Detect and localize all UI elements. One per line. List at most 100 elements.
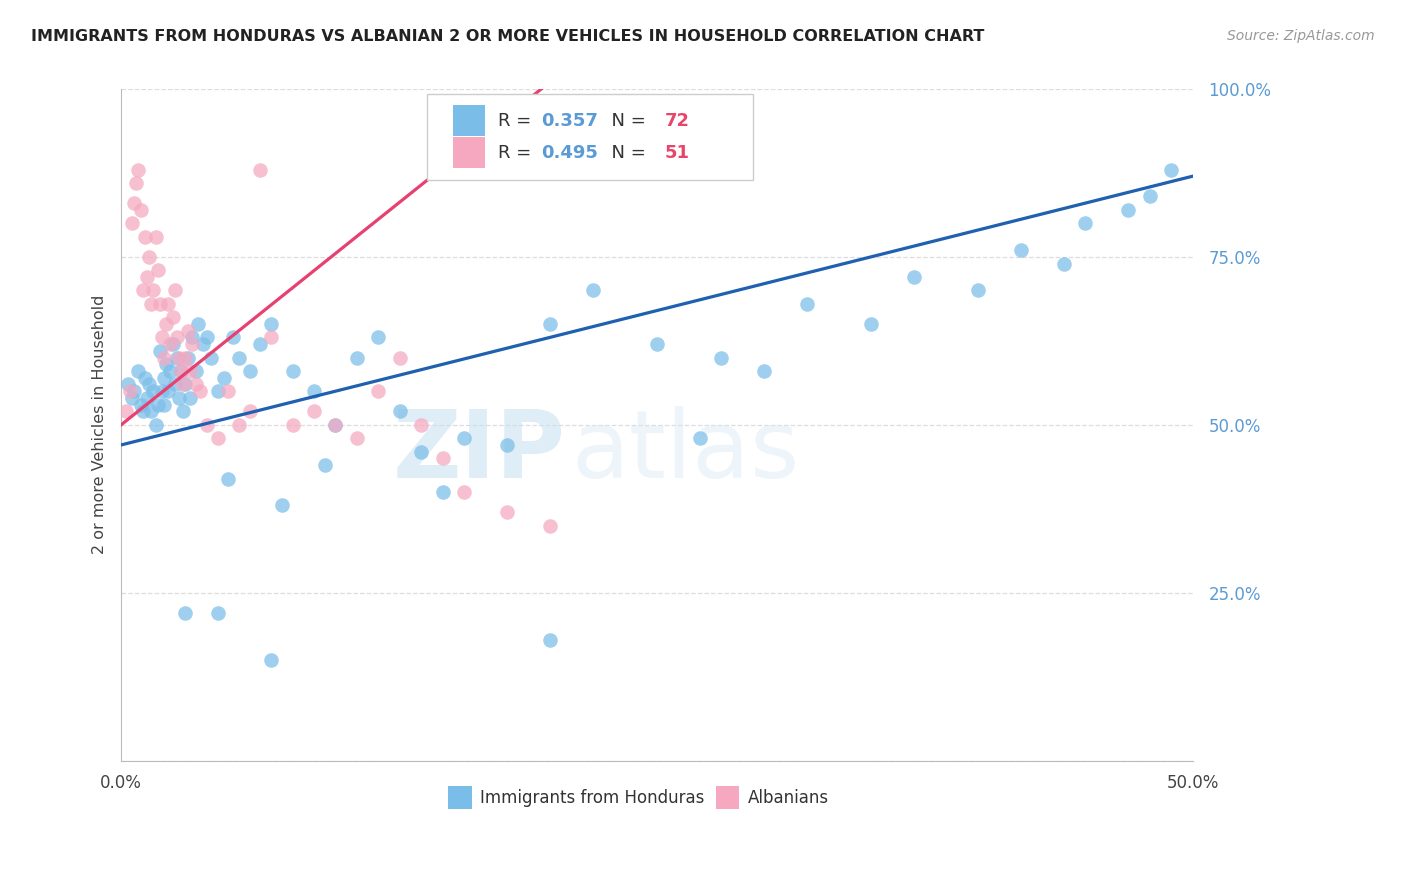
Point bbox=[150, 330, 173, 344]
Point bbox=[325, 417, 347, 432]
Point bbox=[207, 384, 229, 399]
Point bbox=[142, 384, 165, 399]
Point bbox=[157, 384, 180, 399]
Point bbox=[166, 330, 188, 344]
Point bbox=[249, 337, 271, 351]
Point bbox=[190, 384, 212, 399]
Point bbox=[162, 337, 184, 351]
Point bbox=[162, 310, 184, 325]
Point bbox=[689, 431, 711, 445]
Point bbox=[367, 384, 389, 399]
Point bbox=[388, 351, 411, 365]
Point bbox=[796, 297, 818, 311]
Point bbox=[131, 284, 153, 298]
Point bbox=[121, 216, 143, 230]
Point bbox=[1053, 256, 1076, 270]
Text: IMMIGRANTS FROM HONDURAS VS ALBANIAN 2 OR MORE VEHICLES IN HOUSEHOLD CORRELATION: IMMIGRANTS FROM HONDURAS VS ALBANIAN 2 O… bbox=[31, 29, 984, 44]
Point bbox=[903, 270, 925, 285]
Point bbox=[146, 263, 169, 277]
Point bbox=[117, 377, 139, 392]
Point bbox=[1139, 189, 1161, 203]
Text: atlas: atlas bbox=[571, 406, 800, 498]
Point bbox=[1160, 162, 1182, 177]
Point bbox=[239, 404, 262, 418]
Point bbox=[432, 485, 454, 500]
Point bbox=[127, 364, 149, 378]
Point bbox=[134, 229, 156, 244]
Text: Immigrants from Honduras: Immigrants from Honduras bbox=[479, 789, 704, 807]
Point bbox=[172, 377, 194, 392]
Point bbox=[860, 317, 883, 331]
Point bbox=[176, 324, 198, 338]
Point bbox=[127, 162, 149, 177]
Point bbox=[186, 377, 208, 392]
Point bbox=[207, 606, 229, 620]
Point bbox=[967, 284, 990, 298]
Point bbox=[181, 330, 204, 344]
Point bbox=[346, 351, 368, 365]
Point bbox=[228, 351, 250, 365]
Point bbox=[645, 337, 668, 351]
Point bbox=[129, 202, 152, 217]
Point bbox=[217, 471, 239, 485]
Bar bbox=[716, 786, 740, 809]
Point bbox=[145, 417, 167, 432]
Point bbox=[186, 364, 208, 378]
Point bbox=[141, 404, 163, 418]
Point bbox=[150, 384, 173, 399]
Point bbox=[496, 505, 519, 519]
Point bbox=[141, 297, 163, 311]
Point bbox=[581, 284, 603, 298]
Text: R =: R = bbox=[498, 112, 537, 129]
Bar bbox=[453, 137, 485, 168]
Point bbox=[172, 404, 194, 418]
Point bbox=[195, 417, 218, 432]
Text: Source: ZipAtlas.com: Source: ZipAtlas.com bbox=[1227, 29, 1375, 43]
Point bbox=[138, 377, 160, 392]
Point bbox=[174, 351, 197, 365]
Point bbox=[752, 364, 775, 378]
Point bbox=[432, 451, 454, 466]
Point bbox=[281, 364, 304, 378]
Point bbox=[710, 351, 733, 365]
Point bbox=[217, 384, 239, 399]
Y-axis label: 2 or more Vehicles in Household: 2 or more Vehicles in Household bbox=[93, 295, 107, 555]
Text: Albanians: Albanians bbox=[748, 789, 830, 807]
Point bbox=[176, 351, 198, 365]
Point bbox=[163, 284, 186, 298]
Point bbox=[170, 364, 193, 378]
Point bbox=[346, 431, 368, 445]
Point bbox=[146, 398, 169, 412]
Bar bbox=[449, 786, 471, 809]
Point bbox=[325, 417, 347, 432]
Point bbox=[114, 404, 136, 418]
Point bbox=[1010, 243, 1032, 257]
Point bbox=[388, 404, 411, 418]
Point bbox=[142, 284, 165, 298]
Point bbox=[314, 458, 336, 472]
Point bbox=[453, 485, 475, 500]
Point bbox=[181, 337, 204, 351]
Text: N =: N = bbox=[600, 144, 651, 161]
Point bbox=[271, 499, 294, 513]
Text: 51: 51 bbox=[665, 144, 689, 161]
Point bbox=[239, 364, 262, 378]
Text: ZIP: ZIP bbox=[392, 406, 565, 498]
Point bbox=[153, 351, 176, 365]
Point bbox=[134, 370, 156, 384]
Point bbox=[207, 431, 229, 445]
Text: 72: 72 bbox=[665, 112, 689, 129]
Point bbox=[122, 384, 145, 399]
Point bbox=[179, 364, 201, 378]
Point bbox=[538, 632, 561, 647]
Point bbox=[411, 444, 433, 458]
Point bbox=[302, 384, 325, 399]
Point bbox=[538, 518, 561, 533]
Point bbox=[260, 330, 283, 344]
Point bbox=[166, 351, 188, 365]
Point bbox=[149, 297, 172, 311]
Point bbox=[367, 330, 389, 344]
Point bbox=[122, 196, 145, 211]
Point bbox=[136, 270, 159, 285]
Point bbox=[131, 404, 153, 418]
